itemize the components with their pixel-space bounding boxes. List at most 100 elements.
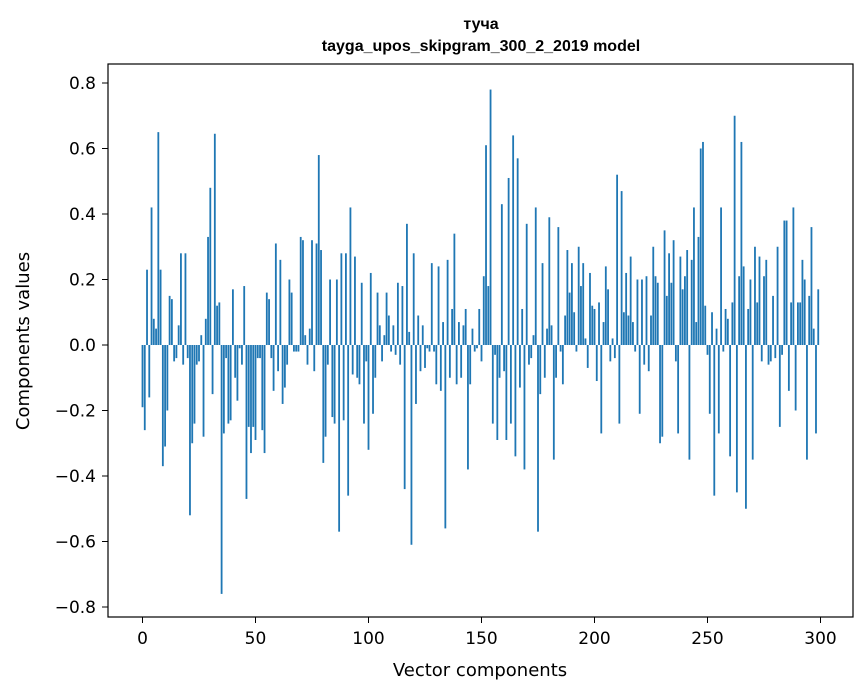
bar [218,302,221,345]
bar [186,345,189,359]
bar [331,345,334,418]
bar [225,345,228,359]
bar [670,282,673,345]
bar [699,148,702,345]
bar [232,289,234,345]
bar [222,345,225,434]
bar [238,345,241,349]
bar [254,345,257,440]
bar [340,253,343,345]
bar [645,276,648,345]
bar [480,345,483,362]
bar [647,345,650,372]
bar [618,345,621,424]
bar [790,302,793,345]
bar [765,259,768,345]
bar [381,345,383,362]
bar [776,246,779,345]
bar [747,308,750,345]
bar [313,345,316,372]
bar [684,276,686,345]
bar [600,345,603,434]
bar [141,345,144,408]
bar [286,345,289,365]
y-tick-label: −0.6 [55,533,96,553]
bar [349,207,352,345]
x-tick-label: 200 [578,629,610,649]
bar [347,345,350,496]
bar [245,345,248,499]
bar [586,345,589,368]
bar [268,299,270,345]
bar [180,253,182,345]
bar [754,246,756,345]
bar [288,279,291,345]
bar [369,272,372,345]
bar [241,345,243,365]
bar [772,295,774,346]
bar [297,345,300,352]
bar [265,292,268,345]
bar [557,227,560,345]
bar [444,345,447,529]
bar [471,328,474,346]
bar [541,263,544,346]
y-tick-label: 0.8 [69,74,96,94]
bar [354,256,356,345]
bar [485,145,487,345]
bar [374,345,377,378]
bar [808,295,811,346]
bar [175,345,178,359]
bar [641,279,643,345]
bar [462,325,465,345]
bar [430,263,433,346]
bar [412,253,415,345]
bar [785,220,788,345]
bar [500,204,503,345]
bar [157,132,160,346]
bar [467,345,469,470]
bar [365,345,368,362]
bar [345,253,347,345]
bar [711,312,713,345]
bar [519,345,521,388]
bar [446,259,449,345]
bar [573,312,576,345]
bar [607,289,609,345]
bar [668,253,670,345]
bar [220,345,223,594]
bar [250,345,252,454]
bar [792,207,795,345]
bar [690,259,693,345]
bar [161,345,164,467]
bar [625,272,628,345]
bar [460,345,463,378]
bar [458,322,460,345]
bar [681,289,684,345]
bar [552,345,555,460]
bar [622,312,625,345]
bar [629,256,632,345]
bar [198,345,200,362]
bar [164,345,167,447]
bar [451,308,454,345]
bar [650,315,652,345]
bar [742,266,745,345]
bar [810,227,813,345]
bar [521,308,524,345]
bar [329,279,331,345]
bar [715,328,718,346]
bar [717,345,720,434]
bar [654,276,657,345]
bar [566,250,569,345]
bar [550,325,553,345]
y-axis-label: Components values [13,252,34,430]
bar [797,302,799,345]
bar [351,345,354,375]
bar [638,345,641,414]
y-tick-label: −0.8 [55,598,96,618]
bar [193,345,196,424]
bar [410,345,413,545]
bar [270,345,273,359]
bar [378,325,381,345]
